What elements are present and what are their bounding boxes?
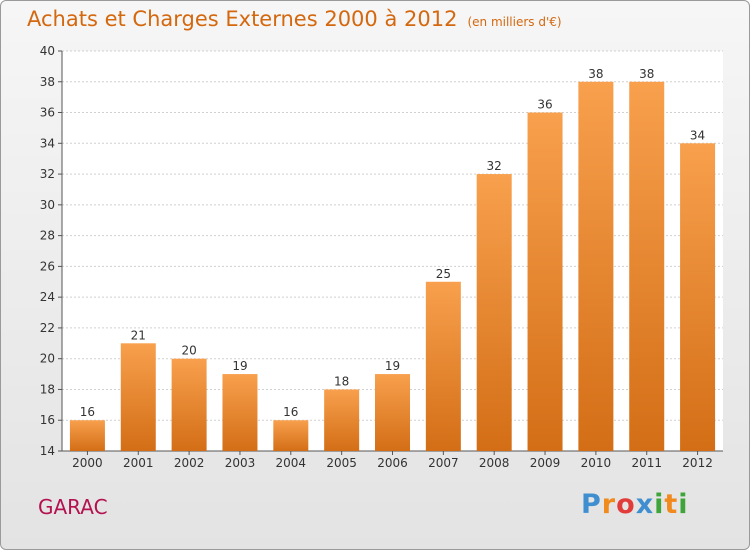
x-tick-label: 2010	[581, 456, 612, 470]
x-tick-label: 2012	[682, 456, 713, 470]
y-tick-label: 16	[40, 413, 55, 427]
y-tick-label: 34	[40, 136, 55, 150]
x-tick-label: 2011	[631, 456, 662, 470]
bar	[527, 112, 563, 452]
x-tick-label: 2007	[428, 456, 459, 470]
logo-letter: P	[581, 489, 602, 520]
y-tick-label: 36	[40, 106, 55, 120]
y-tick-label: 32	[40, 167, 55, 181]
data-label: 21	[131, 328, 146, 342]
chart-title: Achats et Charges Externes 2000 à 2012 (e…	[27, 7, 562, 31]
bar	[425, 281, 461, 451]
x-tick-label: 2003	[225, 456, 256, 470]
y-tick-label: 18	[40, 382, 55, 396]
data-label: 16	[283, 405, 298, 419]
data-label: 20	[181, 344, 196, 358]
chart-unit: (en milliers d'€)	[467, 15, 562, 29]
data-label: 36	[537, 98, 552, 112]
x-tick-label: 2004	[276, 456, 307, 470]
x-tick-label: 2006	[377, 456, 408, 470]
y-tick-label: 22	[40, 321, 55, 335]
bar	[578, 81, 614, 452]
x-tick-label: 2002	[174, 456, 205, 470]
bar	[69, 420, 105, 451]
bar	[222, 374, 258, 451]
data-label: 34	[690, 128, 705, 142]
town-name: GARAC	[38, 495, 108, 519]
x-tick-label: 2000	[72, 456, 103, 470]
bar	[171, 358, 207, 451]
bar	[375, 374, 410, 451]
logo-letter: o	[616, 489, 636, 520]
data-label: 25	[436, 267, 451, 281]
bar	[476, 174, 512, 452]
bar	[680, 143, 716, 452]
data-label: 19	[385, 359, 400, 373]
x-tick-label: 2001	[123, 456, 154, 470]
bar	[629, 81, 665, 452]
x-tick-label: 2008	[479, 456, 510, 470]
bar	[324, 389, 360, 451]
x-tick-label: 2009	[530, 456, 561, 470]
logo-letter: r	[601, 489, 617, 520]
data-label: 18	[334, 374, 349, 388]
data-label: 32	[487, 159, 502, 173]
y-tick-label: 38	[40, 75, 55, 89]
bar	[120, 343, 156, 451]
data-label: 38	[639, 67, 654, 81]
y-tick-label: 26	[40, 259, 55, 273]
bar	[273, 420, 309, 451]
logo-letter: i	[654, 489, 665, 520]
logo-letter: i	[678, 489, 689, 520]
y-tick-label: 40	[40, 44, 55, 58]
logo-letter: x	[635, 489, 655, 520]
data-label: 38	[588, 67, 603, 81]
y-tick-label: 24	[40, 290, 55, 304]
data-label: 19	[232, 359, 247, 373]
logo-letter: t	[664, 489, 679, 520]
y-tick-label: 30	[40, 198, 55, 212]
y-tick-label: 14	[40, 444, 55, 458]
proxiti-logo: Proxiti	[581, 489, 689, 520]
y-tick-label: 28	[40, 229, 55, 243]
data-label: 16	[80, 405, 95, 419]
y-tick-label: 20	[40, 352, 55, 366]
x-tick-label: 2005	[326, 456, 357, 470]
